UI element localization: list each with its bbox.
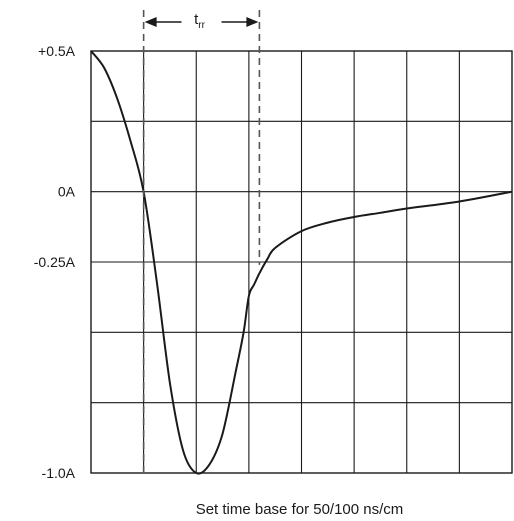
trr-label: trr <box>194 11 206 31</box>
grid-lines <box>91 51 512 473</box>
trr-left-arrowhead <box>144 17 157 27</box>
trr-right-arrowhead <box>246 17 259 27</box>
trr-label-main: t <box>194 11 199 28</box>
trr-annotation: trr <box>142 10 261 473</box>
y-tick-label-3: -1.0A <box>42 465 76 481</box>
plot-frame <box>90 50 513 474</box>
y-tick-label-1: 0A <box>58 184 76 200</box>
y-tick-label-2: -0.25A <box>34 254 76 270</box>
y-axis-tick-labels: +0.5A 0A -0.25A -1.0A <box>34 43 76 481</box>
trr-label-subscript: rr <box>198 20 205 31</box>
plot-border <box>90 50 513 474</box>
y-tick-label-0: +0.5A <box>38 43 76 59</box>
x-axis-label: Set time base for 50/100 ns/cm <box>196 501 404 518</box>
